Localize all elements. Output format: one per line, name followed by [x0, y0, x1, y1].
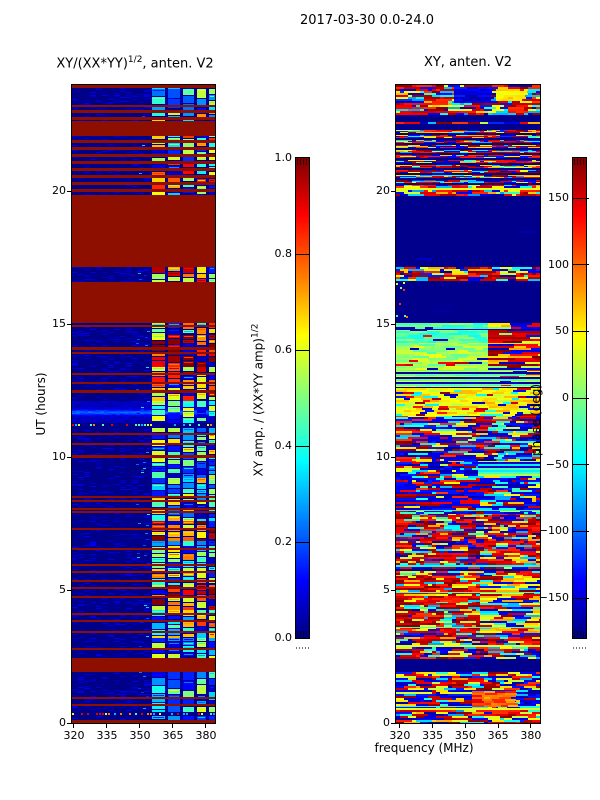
x-tick-mark [432, 724, 434, 728]
left-plot-title: XY/(XX*YY)1/2, anten. V2 [56, 55, 213, 71]
colorbar-end-hatch [574, 631, 585, 637]
colorbar-tick-label: 0 [562, 391, 569, 404]
x-tick-mark [205, 724, 207, 728]
x-tick-label: 365 [487, 729, 509, 742]
colorbar-tick-mark [573, 264, 589, 266]
left-plot-title-base: XY/(XX*YY) [56, 56, 128, 72]
x-tick-label: 320 [389, 729, 411, 742]
y-tick-label: 10 [52, 450, 66, 464]
y-tick-mark [391, 589, 395, 591]
y-tick-label: 5 [59, 583, 66, 597]
y-tick-mark [67, 722, 71, 724]
colorbar-tick-mark [573, 397, 589, 399]
y-tick-label: 15 [52, 317, 66, 331]
colorbar-tick-label: 50 [555, 324, 569, 338]
colorbar-tick-mark [573, 197, 589, 199]
colorbar-tick-label: 1.0 [274, 151, 293, 164]
x-tick-label: 335 [422, 729, 444, 742]
x-tick-mark [106, 724, 108, 728]
x-tick-label: 365 [162, 729, 184, 742]
amplitude-colorbar-label-base: XY amp. / (XX*YY amp) [251, 338, 266, 477]
colorbar-tick-mark [296, 541, 309, 543]
colorbar-under-dots [296, 647, 309, 649]
x-tick-label: 380 [520, 729, 542, 742]
colorbar-end-hatch [297, 631, 308, 637]
x-tick-mark [399, 724, 401, 728]
amplitude-colorbar [295, 157, 310, 639]
y-tick-label: 15 [376, 317, 390, 331]
colorbar-tick-mark [573, 597, 589, 599]
colorbar-tick-label: 0.4 [274, 439, 293, 452]
y-tick-mark [391, 190, 395, 192]
y-tick-label: 20 [376, 184, 390, 198]
figure-title: 2017-03-30 0.0-24.0 [300, 13, 434, 28]
left-plot-title-sup: 1/2 [127, 55, 143, 65]
y-tick-mark [67, 323, 71, 325]
amplitude-colorbar-label-sup: 1/2 [250, 323, 261, 339]
x-axis-label: frequency (MHz) [374, 741, 474, 755]
left-plot-title-rest: , anten. V2 [142, 56, 214, 72]
x-tick-label: 350 [454, 729, 476, 742]
colorbar-tick-label: −50 [545, 457, 569, 471]
colorbar-tick-mark [296, 445, 309, 447]
x-tick-mark [464, 724, 466, 728]
x-tick-label: 350 [129, 729, 151, 742]
y-tick-label: 5 [383, 583, 390, 597]
colorbar-tick-label: 0.6 [274, 343, 293, 356]
colorbar-tick-mark [573, 464, 589, 466]
left-y-axis-label: UT (hours) [34, 372, 48, 436]
x-tick-mark [73, 724, 75, 728]
colorbar-under-dots [573, 647, 586, 649]
y-tick-label: 10 [376, 450, 390, 464]
x-tick-mark [172, 724, 174, 728]
y-tick-label: 0 [59, 716, 66, 729]
colorbar-tick-label: 0.8 [274, 247, 293, 260]
x-tick-mark [530, 724, 532, 728]
colorbar-tick-label: 150 [548, 191, 569, 204]
xy-phase-heatmap [396, 85, 540, 723]
left-axes [71, 84, 216, 724]
colorbar-tick-label: 100 [548, 257, 569, 271]
y-tick-label: 20 [52, 184, 66, 198]
y-tick-label: 0 [383, 716, 390, 729]
colorbar-end-hatch [297, 159, 308, 165]
y-tick-mark [67, 589, 71, 591]
y-tick-mark [391, 722, 395, 724]
colorbar-tick-mark [573, 530, 589, 532]
colorbar-end-hatch [574, 159, 585, 165]
y-tick-mark [67, 456, 71, 458]
colorbar-tick-mark [296, 253, 309, 255]
y-tick-mark [391, 456, 395, 458]
x-tick-mark [497, 724, 499, 728]
xy-amplitude-heatmap [72, 85, 215, 723]
x-tick-label: 380 [195, 729, 217, 742]
y-tick-mark [391, 323, 395, 325]
colorbar-tick-label: −150 [538, 591, 569, 604]
x-tick-label: 320 [63, 729, 85, 742]
colorbar-tick-mark [573, 330, 589, 332]
right-axes [395, 84, 541, 724]
x-tick-label: 335 [96, 729, 118, 742]
y-tick-mark [67, 190, 71, 192]
colorbar-tick-mark [296, 349, 309, 351]
colorbar-tick-label: 0.0 [274, 631, 293, 644]
right-plot-title: XY, anten. V2 [423, 55, 513, 70]
colorbar-tick-label: −100 [538, 524, 569, 538]
colorbar-tick-label: 0.2 [274, 535, 293, 548]
x-tick-mark [139, 724, 141, 728]
